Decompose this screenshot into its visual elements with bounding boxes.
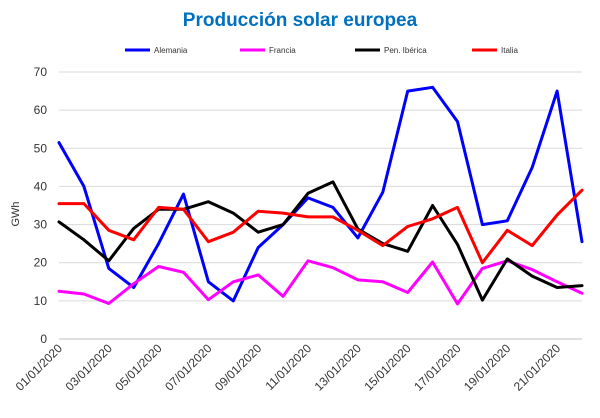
x-tick-label: 05/01/2020 [112,341,165,394]
x-tick-label: 21/01/2020 [511,341,564,394]
x-tick-label: 19/01/2020 [461,341,514,394]
legend-label: Pen. Ibérica [384,46,427,55]
x-tick-label: 07/01/2020 [162,341,215,394]
y-tick-label: 0 [40,332,47,346]
x-tick-label: 17/01/2020 [411,341,464,394]
series-line-italia [57,188,584,265]
series-line-francia [57,259,584,306]
x-tick-label: 15/01/2020 [361,341,414,394]
y-tick-label: 60 [34,103,48,117]
y-tick-label: 40 [34,179,48,193]
y-axis-ticks: 0 10 20 30 40 50 60 70 [34,65,48,346]
legend-label: Alemania [154,46,188,55]
legend-label: Francia [269,46,296,55]
y-tick-label: 70 [34,65,48,79]
x-tick-label: 11/01/2020 [262,341,314,393]
y-tick-label: 10 [34,294,48,308]
y-tick-label: 20 [34,256,48,270]
series-lines [57,85,584,306]
x-axis-ticks: 01/01/202003/01/202005/01/202007/01/2020… [13,341,564,394]
series-line-pen-ib-rica [57,180,584,302]
legend-label: Italia [501,46,518,55]
series-line-alemania [57,85,584,303]
y-axis-label: GWh [10,201,22,226]
x-tick-label: 09/01/2020 [212,341,265,394]
y-tick-label: 50 [34,141,48,155]
legend: Alemania Francia Pen. Ibérica Italia [125,46,518,55]
x-tick-label: 01/01/2020 [13,341,66,394]
x-tick-label: 13/01/2020 [312,341,365,394]
x-tick-label: 03/01/2020 [63,341,116,394]
chart-title: Producción solar europea [182,10,418,31]
y-tick-label: 30 [34,218,48,232]
